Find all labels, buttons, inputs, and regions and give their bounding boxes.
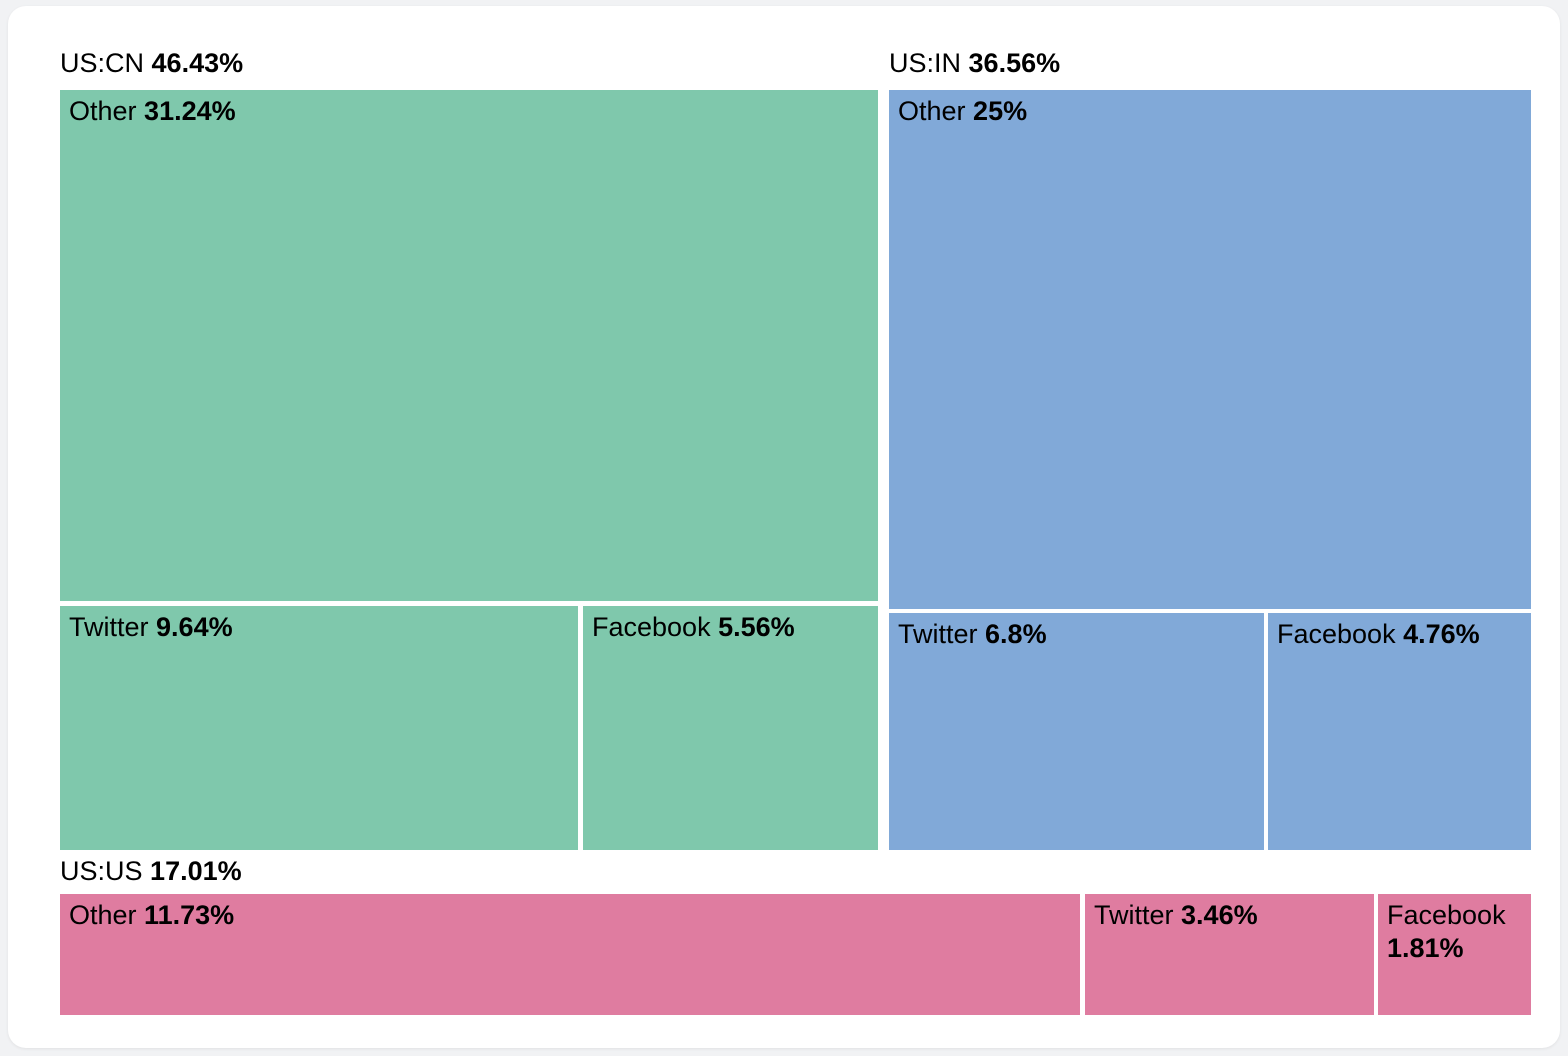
cell-value: 6.8% bbox=[985, 619, 1047, 649]
group-value: 17.01% bbox=[150, 856, 242, 886]
treemap-cell-us-in-other[interactable]: Other 25% bbox=[889, 90, 1531, 609]
cell-value: 11.73% bbox=[144, 900, 235, 930]
treemap-chart: US:CN 46.43% Other 31.24% Twitter 9.64% … bbox=[8, 6, 1560, 1048]
group-label-us-cn: US:CN 46.43% bbox=[60, 48, 243, 78]
treemap-cell-us-cn-twitter[interactable]: Twitter 9.64% bbox=[60, 606, 578, 850]
cell-name: Facebook bbox=[1387, 900, 1506, 930]
group-label-us-us: US:US 17.01% bbox=[60, 856, 242, 886]
group-value: 36.56% bbox=[968, 48, 1061, 78]
cell-value: 31.24% bbox=[144, 96, 236, 126]
group-name: US:CN bbox=[60, 48, 145, 78]
group-name: US:US bbox=[60, 856, 143, 886]
cell-value: 3.46% bbox=[1181, 900, 1258, 930]
cell-value: 4.76% bbox=[1403, 619, 1480, 649]
cell-name: Facebook bbox=[1277, 619, 1396, 649]
treemap-cell-us-us-other[interactable]: Other 11.73% bbox=[60, 894, 1080, 1015]
group-name: US:IN bbox=[889, 48, 962, 78]
cell-name: Other bbox=[69, 900, 137, 930]
chart-card: US:CN 46.43% Other 31.24% Twitter 9.64% … bbox=[8, 6, 1560, 1048]
cell-name: Twitter bbox=[898, 619, 978, 649]
treemap-cell-us-us-twitter[interactable]: Twitter 3.46% bbox=[1085, 894, 1374, 1015]
treemap-cell-us-in-twitter[interactable]: Twitter 6.8% bbox=[889, 613, 1264, 850]
cell-value: 5.56% bbox=[718, 612, 795, 642]
group-value: 46.43% bbox=[151, 48, 244, 78]
treemap-cell-us-us-facebook[interactable]: Facebook 1.81% bbox=[1378, 894, 1531, 1015]
cell-name: Twitter bbox=[1094, 900, 1174, 930]
group-label-us-in: US:IN 36.56% bbox=[889, 48, 1060, 78]
cell-value: 25% bbox=[973, 96, 1028, 126]
cell-value: 1.81% bbox=[1387, 933, 1464, 963]
treemap-cell-us-in-facebook[interactable]: Facebook 4.76% bbox=[1268, 613, 1531, 850]
cell-name: Other bbox=[69, 96, 137, 126]
cell-value: 9.64% bbox=[156, 612, 233, 642]
cell-name: Other bbox=[898, 96, 966, 126]
cell-name: Twitter bbox=[69, 612, 149, 642]
treemap-cell-us-cn-other[interactable]: Other 31.24% bbox=[60, 90, 878, 601]
treemap-cell-us-cn-facebook[interactable]: Facebook 5.56% bbox=[583, 606, 878, 850]
cell-name: Facebook bbox=[592, 612, 711, 642]
